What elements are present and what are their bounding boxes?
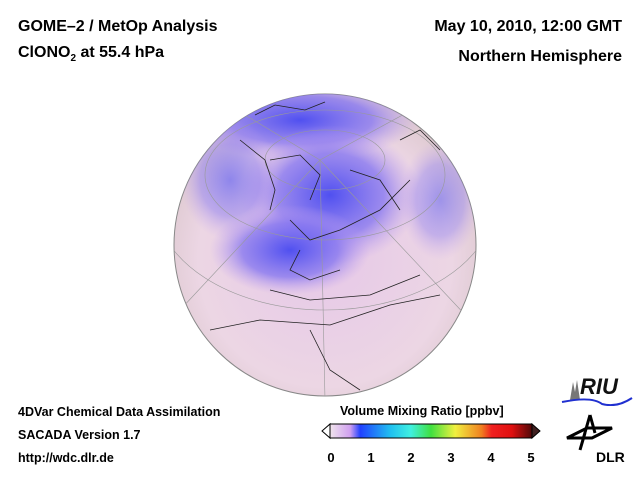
dlr-logo-icon [566, 414, 613, 451]
colorbar [321, 422, 541, 440]
colorbar-title: Volume Mixing Ratio [ppbv] [340, 404, 504, 418]
species-name: ClONO [18, 44, 71, 61]
date-label: May 10, 2010, 12:00 GMT [434, 18, 622, 35]
colorbar-min-arrow [321, 422, 331, 440]
footer-url[interactable]: http://wdc.dlr.de [18, 451, 114, 465]
map-subtitle: ClONO2 at 55.4 hPa [18, 44, 164, 64]
colorbar-tick: 3 [447, 450, 455, 465]
coastlines [209, 101, 441, 391]
footer-line1: 4DVar Chemical Data Assimilation [18, 405, 221, 419]
colorbar-tick: 0 [327, 450, 335, 465]
colorbar-tick: 5 [527, 450, 535, 465]
colorbar-tick: 1 [367, 450, 375, 465]
footer-line2: SACADA Version 1.7 [18, 428, 141, 442]
region-label: Northern Hemisphere [458, 48, 622, 65]
riu-logo: RIU [580, 374, 618, 399]
riu-logo-graphic [561, 380, 633, 406]
colorbar-gradient [329, 423, 533, 439]
species-subscript: 2 [70, 53, 77, 65]
map-title: GOME–2 / MetOp Analysis [18, 18, 218, 35]
colorbar-max-arrow [531, 422, 541, 440]
colorbar-tick: 4 [487, 450, 495, 465]
pressure-level: at 55.4 hPa [76, 44, 165, 61]
colorbar-tick: 2 [407, 450, 415, 465]
dlr-logo-text: DLR [596, 449, 625, 465]
